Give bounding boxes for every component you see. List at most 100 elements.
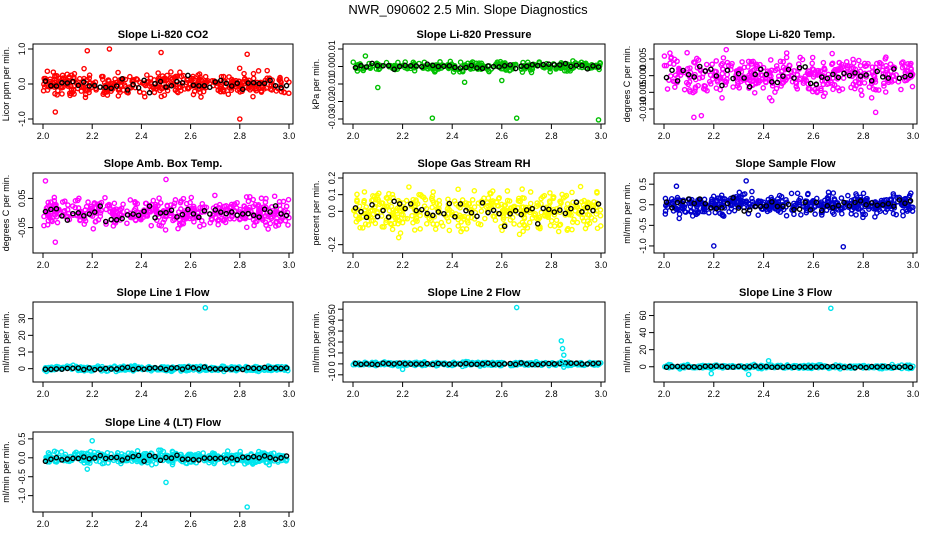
reference-point [272, 203, 279, 209]
data-point [54, 219, 61, 226]
data-point [215, 216, 222, 223]
data-point [95, 216, 102, 223]
outlier-point [828, 305, 834, 312]
data-point [516, 222, 523, 228]
data-point [870, 86, 877, 92]
data-point [902, 63, 908, 70]
reference-point [435, 63, 442, 70]
reference-point [42, 208, 49, 215]
data-point [714, 79, 721, 85]
data-point [118, 212, 124, 219]
reference-point [807, 80, 814, 87]
data-point [736, 85, 743, 91]
data-point [838, 195, 845, 201]
reference-point [474, 213, 480, 220]
data-point [193, 83, 200, 90]
data-point [430, 189, 436, 195]
reference-point [730, 75, 736, 82]
reference-point [852, 70, 858, 76]
reference-point [474, 65, 480, 71]
x-tick-label: 3.0 [283, 131, 296, 141]
reference-point [796, 206, 803, 213]
y-tick-label: -0.010 [638, 96, 648, 122]
y-axis-label: Licor ppm per min. [1, 47, 11, 122]
scatter-points [661, 305, 916, 378]
y-tick-label: -0.03 [327, 109, 337, 130]
reference-point [108, 216, 115, 223]
y-tick-label: -0.2 [327, 237, 337, 253]
x-tick-label: 2.2 [86, 519, 99, 529]
reference-point [157, 210, 164, 216]
x-tick-label: 2.8 [234, 260, 247, 270]
y-axis-label: kPa per min. [311, 59, 321, 110]
data-point [692, 88, 698, 95]
data-point [783, 212, 790, 219]
reference-point [518, 63, 524, 69]
data-point [478, 60, 485, 67]
data-point [858, 87, 864, 94]
plot-frame [32, 431, 294, 513]
data-point [75, 79, 81, 85]
reference-point [824, 75, 831, 82]
data-point [507, 217, 514, 223]
data-point [53, 214, 60, 220]
x-tick-label: 2.0 [347, 260, 360, 270]
data-point [168, 69, 174, 75]
reference-point [278, 85, 284, 91]
data-point [76, 195, 82, 202]
reference-point [424, 61, 431, 67]
data-point [723, 79, 730, 85]
data-point [184, 460, 190, 467]
data-point [561, 67, 568, 74]
reference-point [885, 75, 892, 81]
y-tick-label: 0.0 [638, 199, 648, 212]
reference-point [141, 208, 147, 215]
data-point [250, 75, 257, 82]
data-point [812, 86, 818, 93]
panel-3: Slope Li-820 Temp.2.0 2.2 2.4 2.6 2.8 3.0-0.0… [622, 29, 919, 141]
reference-point [102, 218, 109, 225]
data-point [86, 89, 92, 96]
reference-point [501, 63, 508, 69]
data-point [521, 63, 527, 70]
data-point [773, 63, 780, 69]
reference-point [579, 62, 585, 69]
x-tick-label: 2.2 [86, 131, 99, 141]
x-tick-label: 2.4 [135, 131, 148, 141]
reference-point [430, 62, 436, 69]
data-point [471, 204, 478, 210]
data-point [47, 76, 53, 82]
outlier-point [711, 243, 717, 249]
reference-point [746, 207, 753, 213]
data-point [783, 54, 790, 61]
data-point [527, 189, 534, 195]
reference-point [42, 78, 49, 84]
data-point [254, 218, 260, 225]
x-tick-label: 2.4 [757, 131, 770, 141]
data-point [762, 76, 769, 82]
reference-point [174, 78, 180, 85]
outlier-point [872, 109, 879, 116]
outlier-point [723, 46, 730, 53]
data-point [676, 65, 682, 72]
reference-point [261, 80, 268, 87]
data-point [429, 204, 435, 211]
y-tick-label: 0.000 [638, 64, 648, 87]
data-point [762, 78, 769, 85]
data-point [874, 60, 880, 67]
data-point [417, 226, 423, 232]
data-point [741, 64, 748, 71]
data-point [278, 79, 284, 86]
reference-point [463, 207, 469, 214]
reference-point [780, 73, 786, 79]
reference-point [529, 61, 536, 68]
x-tick-label: 2.2 [396, 389, 409, 399]
x-tick-label: 2.0 [658, 131, 671, 141]
data-point [90, 225, 97, 232]
data-point [127, 197, 134, 203]
reference-point [485, 63, 491, 69]
